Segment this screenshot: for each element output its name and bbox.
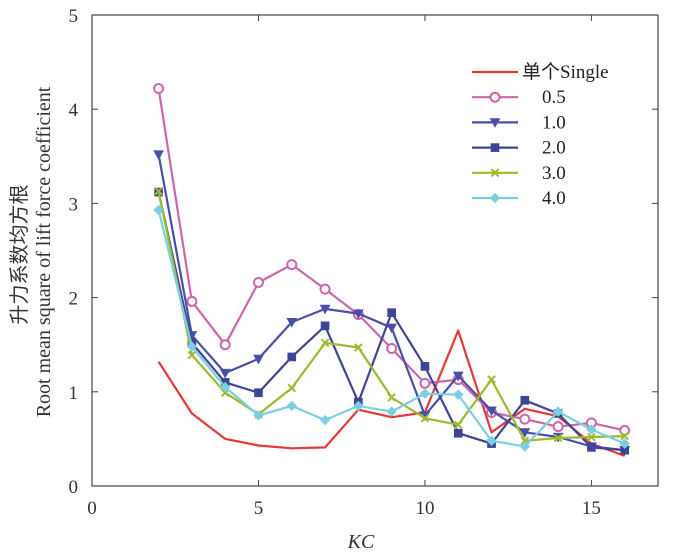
legend-entry: 1.0 (472, 112, 566, 133)
y-axis-title-en: Root mean square of lift force coefficie… (33, 86, 55, 417)
data-point (519, 441, 531, 452)
x-axis-title: KC (347, 531, 375, 553)
data-point (386, 323, 397, 334)
data-point (419, 377, 431, 389)
data-point (319, 304, 331, 315)
data-point (187, 350, 197, 360)
y-tick-label: 0 (69, 477, 79, 498)
data-point (553, 433, 563, 443)
data-point (586, 424, 597, 435)
legend-entry: 4.0 (472, 188, 566, 209)
data-point (219, 381, 231, 393)
data-point (319, 283, 331, 295)
x-tick-label: 15 (582, 498, 601, 519)
data-point (487, 375, 496, 384)
data-point (419, 388, 431, 399)
legend-marker (489, 118, 501, 128)
data-point (453, 420, 463, 430)
data-point (386, 342, 398, 354)
legend-label: 3.0 (542, 163, 566, 184)
data-point (486, 406, 497, 417)
legend-entry: 单个Single (472, 61, 609, 83)
data-point (153, 204, 164, 216)
y-axis-title-cn: 升力系数均方根 (8, 185, 31, 325)
data-point (154, 186, 163, 196)
data-point (320, 338, 330, 348)
legend-marker (490, 168, 500, 178)
data-point (519, 413, 531, 425)
legend-box (467, 48, 625, 214)
data-point (620, 431, 630, 441)
data-point (186, 295, 198, 307)
legend-entry: 3.0 (472, 163, 566, 184)
axes (91, 14, 659, 487)
series-lines (153, 82, 631, 457)
data-point (320, 321, 330, 331)
y-tick-label: 3 (69, 194, 79, 215)
data-point (420, 413, 430, 423)
data-point (253, 354, 264, 365)
plot-frame (91, 14, 659, 487)
y-tick-label: 2 (69, 289, 79, 310)
series-line (157, 329, 626, 457)
data-point (420, 362, 430, 371)
legend-entry: 0.5 (472, 87, 566, 108)
x-tick-label: 0 (87, 498, 97, 519)
data-point (520, 395, 530, 405)
y-tick-label: 4 (69, 100, 79, 121)
data-point (486, 435, 497, 446)
data-point (587, 432, 596, 442)
data-point (386, 406, 397, 417)
data-point (219, 368, 231, 379)
data-point (286, 317, 298, 328)
legend-marker (489, 192, 501, 204)
data-point (387, 393, 396, 402)
x-tick-label: 5 (254, 498, 264, 519)
tick-marks: 0 5 10 15 0 1 2 3 4 5 (69, 6, 658, 519)
data-point (353, 400, 364, 412)
data-point (219, 339, 231, 351)
series-6 (153, 204, 630, 452)
data-point (186, 341, 198, 352)
data-point (453, 389, 464, 400)
legend-label: 1.0 (542, 112, 566, 133)
legend-label: 单个Single (522, 61, 609, 83)
legend: 单个Single 0.5 1.0 2.0 3.0 4.0 (472, 61, 609, 209)
data-point (552, 406, 564, 417)
data-point (153, 150, 164, 160)
y-tick-label: 5 (69, 6, 79, 27)
data-point (619, 438, 630, 449)
data-point (153, 82, 165, 94)
legend-label: 0.5 (542, 87, 566, 108)
data-point (252, 277, 264, 289)
data-point (387, 308, 396, 317)
data-point (253, 410, 264, 421)
data-point (287, 352, 297, 362)
data-point (254, 388, 263, 398)
x-tick-label: 10 (415, 498, 434, 519)
legend-marker (489, 91, 501, 103)
data-point (452, 371, 464, 382)
data-point (354, 343, 363, 352)
data-point (552, 421, 564, 433)
y-axis-title: 升力系数均方根 Root mean square of lift force c… (8, 86, 55, 417)
legend-label: 4.0 (542, 188, 566, 209)
data-point (519, 428, 531, 438)
data-point (287, 383, 297, 393)
legend-marker (490, 143, 500, 152)
data-point (286, 259, 298, 271)
data-point (286, 400, 297, 412)
data-point (453, 428, 463, 438)
legend-label: 2.0 (542, 138, 566, 159)
data-point (353, 309, 364, 320)
data-point (587, 443, 596, 452)
series-1 (157, 329, 626, 457)
legend-entry: 2.0 (472, 138, 566, 159)
y-tick-label: 1 (69, 383, 79, 404)
data-point (319, 414, 331, 426)
